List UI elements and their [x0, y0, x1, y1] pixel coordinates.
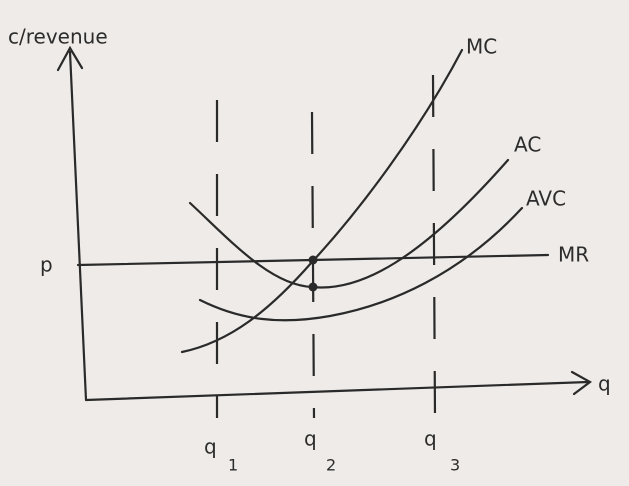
ac-min-point: [309, 283, 318, 292]
mc-mr-point: [309, 256, 318, 265]
diagram: c/revenue q p MC AC AVC MR q 1 q 2 q 3: [0, 0, 629, 486]
quantity-label: q: [304, 427, 317, 451]
quantity-label: q: [204, 435, 217, 459]
quantity-sub: 2: [326, 456, 336, 475]
y-axis-label: c/revenue: [8, 25, 108, 49]
price-label: p: [40, 253, 53, 277]
curve-label: AC: [514, 133, 541, 157]
x-axis-label: q: [598, 372, 611, 396]
curve-label: MR: [558, 243, 589, 267]
curve-label: AVC: [526, 187, 566, 211]
curve-label: MC: [466, 35, 497, 59]
quantity-sub: 1: [228, 456, 238, 475]
quantity-sub: 3: [450, 456, 460, 475]
quantity-label: q: [424, 427, 437, 451]
